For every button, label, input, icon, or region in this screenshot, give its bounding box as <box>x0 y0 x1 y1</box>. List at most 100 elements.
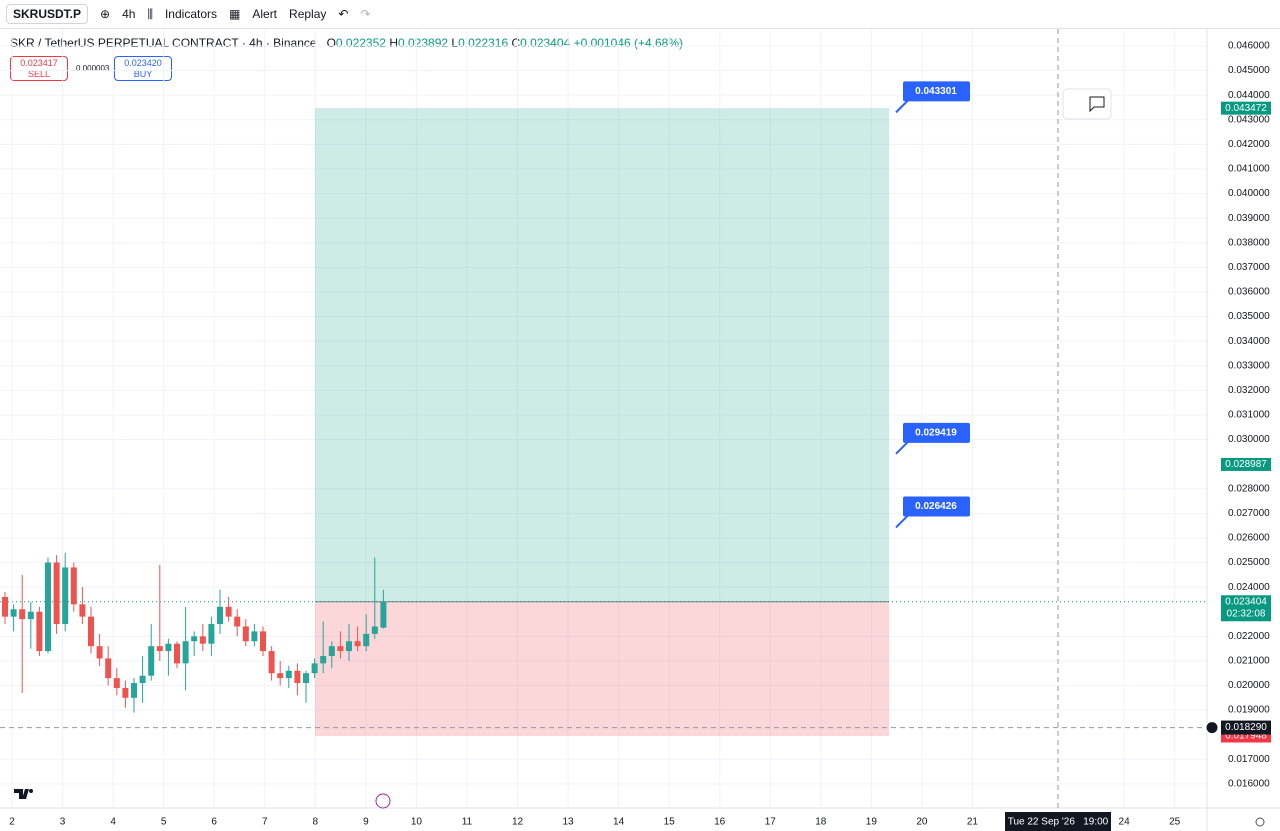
candle-body <box>225 606 232 617</box>
y-tick-label: 0.034000 <box>1228 336 1270 347</box>
toolbar: SKRUSDT.P ⊕ 4h ⫼ Indicators ▦ Alert Repl… <box>0 0 1280 29</box>
x-tick-label: 13 <box>562 817 574 828</box>
callout-label: 0.026426 <box>915 501 957 512</box>
x-tick-label: 7 <box>262 817 268 828</box>
x-tick-label: 24 <box>1119 817 1131 828</box>
candle-body <box>122 687 129 698</box>
y-tick-label: 0.037000 <box>1228 262 1270 273</box>
candle-body <box>337 646 344 652</box>
candle-body <box>174 643 180 664</box>
x-tick-label: 12 <box>512 817 524 828</box>
y-tick-label: 0.017000 <box>1228 754 1270 765</box>
price-badge-label: 0.017948 <box>1225 731 1267 742</box>
candle-body <box>113 678 120 688</box>
candle-body <box>285 670 292 679</box>
candle-body <box>234 616 241 627</box>
candle-body <box>53 562 60 625</box>
event-icon[interactable] <box>375 793 391 809</box>
settings-icon[interactable] <box>1255 817 1265 827</box>
x-tick-label: 17 <box>765 817 777 828</box>
x-tick-label: 25 <box>1169 817 1181 828</box>
price-badge-label: 0.023404 <box>1225 596 1267 607</box>
y-tick-label: 0.045000 <box>1228 65 1270 76</box>
price-badge <box>1221 457 1271 471</box>
candle-body <box>311 663 318 674</box>
indicators[interactable]: Indicators <box>164 7 217 21</box>
y-tick-label: 0.025000 <box>1228 557 1270 568</box>
alert[interactable]: Alert <box>252 7 278 21</box>
x-tick-label: 21 <box>967 817 979 828</box>
candle-body <box>354 641 361 647</box>
candle-body <box>260 631 266 652</box>
y-tick-label: 0.016000 <box>1228 779 1270 790</box>
candle-body <box>242 626 249 642</box>
layouts-icon[interactable]: ▦ <box>229 7 241 21</box>
y-tick-label: 0.036000 <box>1228 287 1270 298</box>
candle-body <box>148 646 155 676</box>
x-tick-label: 19 <box>866 817 878 828</box>
candle-body <box>191 636 198 642</box>
y-tick-label: 0.031000 <box>1228 410 1270 421</box>
y-tick-label: 0.028000 <box>1228 483 1270 494</box>
x-tick-label: 15 <box>664 817 676 828</box>
ohlc-value: 0.023892 <box>397 36 449 50</box>
callout-box <box>903 81 970 102</box>
callout-label: 0.043301 <box>915 86 957 97</box>
y-tick-label: 0.020000 <box>1228 680 1270 691</box>
time-badge <box>1005 812 1111 831</box>
y-tick-label: 0.021000 <box>1228 656 1270 667</box>
symbol[interactable]: SKRUSDT.P <box>6 4 89 24</box>
candle-body <box>303 673 309 684</box>
note-icon <box>1089 96 1105 113</box>
callout-pointer <box>895 441 909 455</box>
replay[interactable]: Replay <box>289 7 327 21</box>
candle-body <box>380 601 387 628</box>
candle-body <box>36 611 43 652</box>
crosshair-label: 0.018290 <box>1225 722 1267 733</box>
x-tick-label: 6 <box>211 817 217 828</box>
buy-button[interactable]: 0.023420 BUY <box>114 56 172 81</box>
y-tick-label: 0.039000 <box>1228 213 1270 224</box>
candle-body <box>27 611 34 620</box>
ohlc-value: 0.022352 <box>335 36 386 50</box>
candle-body <box>277 673 284 679</box>
callout-pointer <box>895 514 909 529</box>
interval[interactable]: 4h <box>122 7 136 21</box>
sell-button[interactable]: 0.023417 SELL <box>10 56 68 81</box>
candle-body <box>328 646 335 656</box>
x-tick-label: 8 <box>313 817 319 828</box>
candle-body <box>45 562 51 652</box>
y-tick-label: 0.040000 <box>1228 188 1270 199</box>
y-tick-label: 0.019000 <box>1228 705 1270 716</box>
x-tick-label: 20 <box>916 817 928 828</box>
candle-body <box>131 683 137 698</box>
x-tick-label: 2 <box>9 817 15 828</box>
candle-body <box>268 651 275 674</box>
crosshair-plus <box>1205 721 1219 735</box>
candle-body <box>10 609 17 617</box>
undo[interactable]: ↶ <box>338 7 349 21</box>
profit-zone <box>315 108 889 602</box>
countdown: 02:32:08 <box>1227 608 1266 619</box>
x-tick-label: 3 <box>60 817 66 828</box>
y-tick-label: 0.033000 <box>1228 360 1270 371</box>
change: +0.001046 (+4.68%) <box>573 36 683 50</box>
callout-box <box>903 496 970 517</box>
redo[interactable]: ↷ <box>360 7 371 21</box>
ohlc-value: 0.023404 <box>520 36 571 50</box>
candle-body <box>346 641 352 652</box>
y-tick-label: 0.043000 <box>1228 114 1270 125</box>
candle-body <box>363 633 370 647</box>
candle-body <box>96 646 103 659</box>
candle-body <box>156 646 163 652</box>
candle-body <box>208 624 215 644</box>
x-tick-label: 5 <box>161 817 167 828</box>
add-symbol[interactable]: ⊕ <box>100 7 111 21</box>
callout-label: 0.029419 <box>915 427 957 438</box>
ohlc-label: O <box>326 36 336 50</box>
chart: 0.016000 0.017000 0.019000 0.020000 0.021000… <box>0 29 1280 831</box>
callout-pointer <box>895 99 909 114</box>
chart-style-icon[interactable]: ⫼ <box>147 6 153 21</box>
candle-body <box>182 641 189 664</box>
